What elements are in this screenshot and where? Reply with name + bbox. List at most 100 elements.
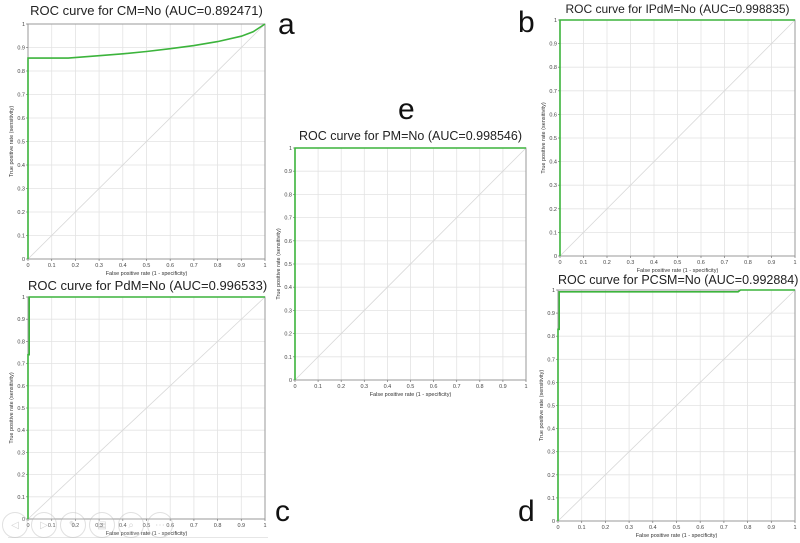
x-tick-label: 1 bbox=[793, 525, 796, 531]
y-tick-label: 0.1 bbox=[17, 495, 25, 501]
x-tick-label: 0.8 bbox=[744, 525, 752, 531]
y-tick-label: 0.9 bbox=[284, 169, 292, 175]
panel-letter-c: c bbox=[275, 495, 290, 528]
y-tick-label: 0 bbox=[22, 257, 25, 263]
panel-letter-e: e bbox=[398, 93, 415, 126]
plot-frame bbox=[559, 19, 796, 257]
x-tick-label: 0.5 bbox=[673, 525, 681, 531]
plot-frame bbox=[27, 23, 266, 260]
y-tick-label: 1 bbox=[22, 295, 25, 301]
roc-curve bbox=[557, 289, 795, 521]
y-tick-label: 0.2 bbox=[549, 207, 557, 213]
x-tick-label: 0.4 bbox=[384, 384, 392, 390]
y-tick-label: 0.9 bbox=[17, 317, 25, 323]
x-tick-label: 0.7 bbox=[721, 260, 729, 266]
y-tick-label: 0.1 bbox=[284, 355, 292, 361]
slideshow-toolbar: ◁ ▷ ✎ ▤ ⌕ ⋯ bbox=[2, 512, 272, 542]
diagonal-reference-line bbox=[27, 296, 266, 520]
y-tick-label: 0.1 bbox=[547, 496, 555, 502]
x-tick-label: 0.5 bbox=[407, 384, 415, 390]
y-tick-label: 0.6 bbox=[284, 239, 292, 245]
y-tick-label: 0.4 bbox=[547, 427, 555, 433]
y-tick-label: 0.7 bbox=[17, 93, 25, 99]
y-tick-label: 0.1 bbox=[17, 234, 25, 240]
y-tick-label: 0.8 bbox=[17, 69, 25, 75]
y-tick-label: 1 bbox=[554, 18, 557, 24]
y-tick-label: 0.8 bbox=[547, 334, 555, 340]
x-tick-label: 0.3 bbox=[95, 263, 103, 269]
y-tick-label: 0.7 bbox=[549, 89, 557, 95]
x-tick-label: 0.7 bbox=[453, 384, 461, 390]
plot-frame bbox=[557, 289, 796, 522]
pen-icon[interactable]: ✎ bbox=[60, 512, 86, 538]
y-tick-label: 0.9 bbox=[549, 42, 557, 48]
y-tick-label: 0.2 bbox=[284, 332, 292, 338]
x-tick-label: 0.2 bbox=[603, 260, 611, 266]
x-axis-label: False positive rate (1 - specificity) bbox=[370, 392, 452, 398]
more-icon[interactable]: ⋯ bbox=[147, 512, 173, 538]
x-tick-label: 0.8 bbox=[476, 384, 484, 390]
x-tick-label: 0 bbox=[26, 263, 29, 269]
x-tick-label: 0.3 bbox=[360, 384, 368, 390]
y-axis-label: True positive rate (sensitivity) bbox=[539, 370, 545, 441]
roc-curve bbox=[27, 296, 265, 519]
x-tick-label: 0.9 bbox=[767, 525, 775, 531]
previous-icon[interactable]: ◁ bbox=[2, 512, 28, 538]
y-tick-label: 0 bbox=[552, 519, 555, 525]
x-tick-label: 0.8 bbox=[744, 260, 752, 266]
y-tick-label: 0.7 bbox=[284, 216, 292, 222]
y-tick-label: 0.3 bbox=[549, 183, 557, 189]
diagonal-reference-line bbox=[559, 19, 796, 257]
x-tick-label: 0.9 bbox=[237, 263, 245, 269]
y-tick-label: 1 bbox=[552, 288, 555, 294]
x-tick-label: 1 bbox=[524, 384, 527, 390]
diagonal-reference-line bbox=[557, 289, 796, 522]
y-tick-label: 1 bbox=[22, 22, 25, 28]
next-icon[interactable]: ▷ bbox=[31, 512, 57, 538]
chart-title-b: ROC curve for IPdM=No (AUC=0.998835) bbox=[565, 2, 790, 16]
y-tick-label: 0.6 bbox=[17, 116, 25, 122]
y-tick-label: 0.4 bbox=[284, 285, 292, 291]
panel-letter-d: d bbox=[518, 495, 535, 528]
x-tick-label: 0.7 bbox=[720, 525, 728, 531]
zoom-icon[interactable]: ⌕ bbox=[118, 512, 144, 538]
chart-title-e: ROC curve for PM=No (AUC=0.998546) bbox=[298, 129, 522, 143]
y-tick-label: 0.8 bbox=[17, 339, 25, 345]
x-tick-label: 0.5 bbox=[143, 263, 151, 269]
chart-title-c: ROC curve for PdM=No (AUC=0.996533) bbox=[28, 278, 268, 293]
chart-title-d: ROC curve for PCSM=No (AUC=0.992884) bbox=[558, 273, 799, 287]
y-tick-label: 0.4 bbox=[549, 160, 557, 166]
panel-letter-a: a bbox=[278, 8, 295, 41]
roc-curve bbox=[559, 19, 795, 256]
x-tick-label: 0.1 bbox=[314, 384, 322, 390]
y-tick-label: 0.5 bbox=[17, 140, 25, 146]
x-tick-label: 0.2 bbox=[72, 263, 80, 269]
y-tick-label: 0.4 bbox=[17, 428, 25, 434]
x-tick-label: 0.4 bbox=[119, 263, 127, 269]
y-tick-label: 0.5 bbox=[549, 136, 557, 142]
x-tick-label: 0.6 bbox=[697, 260, 705, 266]
y-tick-label: 0.5 bbox=[547, 404, 555, 410]
y-tick-label: 0.9 bbox=[17, 46, 25, 52]
x-tick-label: 0.3 bbox=[627, 260, 635, 266]
y-tick-label: 0.9 bbox=[547, 311, 555, 317]
slides-icon[interactable]: ▤ bbox=[89, 512, 115, 538]
panel-letter-b: b bbox=[518, 6, 535, 39]
x-tick-label: 0.7 bbox=[190, 263, 198, 269]
y-tick-label: 0.7 bbox=[17, 362, 25, 368]
y-tick-label: 0.3 bbox=[284, 308, 292, 314]
x-tick-label: 0.6 bbox=[166, 263, 174, 269]
y-tick-label: 0.7 bbox=[547, 357, 555, 363]
x-tick-label: 0.2 bbox=[337, 384, 345, 390]
y-tick-label: 0.5 bbox=[284, 262, 292, 268]
x-tick-label: 0 bbox=[293, 384, 296, 390]
x-tick-label: 0.2 bbox=[602, 525, 610, 531]
y-tick-label: 0.3 bbox=[17, 450, 25, 456]
x-tick-label: 0 bbox=[556, 525, 559, 531]
y-axis-label: True positive rate (sensitivity) bbox=[9, 106, 15, 177]
y-tick-label: 0.4 bbox=[17, 163, 25, 169]
y-tick-label: 0.6 bbox=[547, 380, 555, 386]
